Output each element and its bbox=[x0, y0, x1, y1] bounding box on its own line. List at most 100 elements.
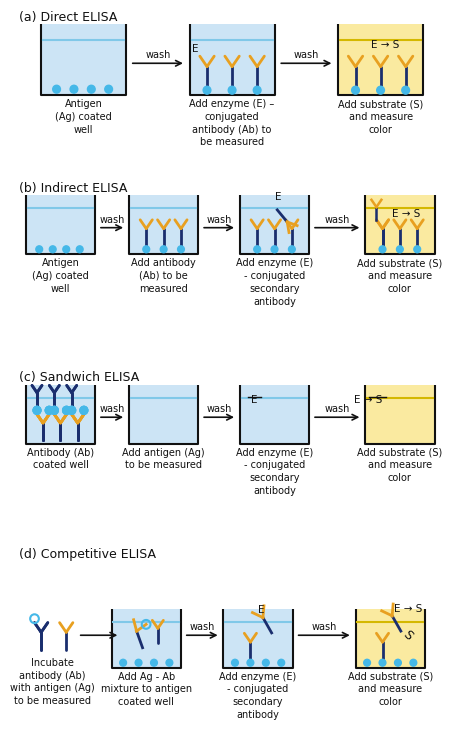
Circle shape bbox=[51, 407, 58, 414]
Circle shape bbox=[63, 407, 70, 414]
Circle shape bbox=[166, 659, 173, 666]
Text: Add substrate (S)
and measure
color: Add substrate (S) and measure color bbox=[357, 258, 443, 294]
Circle shape bbox=[76, 246, 83, 252]
Text: S: S bbox=[400, 628, 415, 643]
Circle shape bbox=[51, 407, 58, 414]
Circle shape bbox=[402, 87, 410, 94]
Circle shape bbox=[263, 659, 269, 666]
Text: Antibody (Ab)
coated well: Antibody (Ab) coated well bbox=[27, 448, 94, 470]
Circle shape bbox=[36, 246, 43, 252]
Text: Antigen
(Ag) coated
well: Antigen (Ag) coated well bbox=[55, 99, 112, 134]
Circle shape bbox=[178, 246, 184, 252]
Circle shape bbox=[80, 407, 88, 414]
Text: E: E bbox=[258, 605, 264, 614]
Circle shape bbox=[87, 85, 95, 93]
Text: wash: wash bbox=[325, 404, 350, 414]
Circle shape bbox=[414, 246, 420, 252]
Circle shape bbox=[377, 87, 384, 94]
Bar bbox=[26, 195, 95, 254]
Text: wash: wash bbox=[311, 622, 337, 632]
Circle shape bbox=[46, 407, 53, 414]
Circle shape bbox=[379, 246, 386, 252]
Circle shape bbox=[289, 246, 295, 252]
Bar bbox=[111, 608, 181, 668]
Text: Add substrate (S)
and measure
color: Add substrate (S) and measure color bbox=[357, 448, 443, 483]
Bar bbox=[240, 195, 309, 254]
Circle shape bbox=[120, 659, 127, 666]
Text: wash: wash bbox=[190, 622, 215, 632]
Circle shape bbox=[247, 659, 254, 666]
Circle shape bbox=[46, 407, 53, 414]
Text: Incubate
antibody (Ab)
with antigen (Ag)
to be measured: Incubate antibody (Ab) with antigen (Ag)… bbox=[10, 658, 95, 706]
Circle shape bbox=[68, 407, 75, 414]
Circle shape bbox=[394, 659, 401, 666]
Bar bbox=[223, 608, 293, 668]
Circle shape bbox=[254, 246, 261, 252]
Text: wash: wash bbox=[100, 215, 125, 225]
Circle shape bbox=[46, 407, 53, 414]
Circle shape bbox=[379, 659, 386, 666]
Text: E: E bbox=[251, 395, 257, 404]
Bar bbox=[190, 24, 274, 95]
Circle shape bbox=[253, 87, 261, 94]
Bar bbox=[129, 195, 198, 254]
Circle shape bbox=[80, 407, 88, 414]
Text: Antigen
(Ag) coated
well: Antigen (Ag) coated well bbox=[32, 258, 89, 294]
Circle shape bbox=[63, 246, 70, 252]
Circle shape bbox=[271, 246, 278, 252]
Bar bbox=[365, 195, 435, 254]
Circle shape bbox=[135, 659, 142, 666]
Text: (b) Indirect ELISA: (b) Indirect ELISA bbox=[19, 181, 128, 195]
Text: Add Ag - Ab
mixture to antigen
coated well: Add Ag - Ab mixture to antigen coated we… bbox=[100, 672, 192, 707]
Circle shape bbox=[396, 246, 403, 252]
Text: Add enzyme (E)
- conjugated
secondary
antibody: Add enzyme (E) - conjugated secondary an… bbox=[236, 448, 313, 496]
Circle shape bbox=[68, 407, 75, 414]
Text: (a) Direct ELISA: (a) Direct ELISA bbox=[19, 10, 118, 23]
Text: Add antigen (Ag)
to be measured: Add antigen (Ag) to be measured bbox=[122, 448, 205, 470]
Circle shape bbox=[228, 87, 236, 94]
Text: wash: wash bbox=[206, 215, 232, 225]
Circle shape bbox=[203, 87, 211, 94]
Circle shape bbox=[68, 407, 75, 414]
Circle shape bbox=[143, 246, 150, 252]
Circle shape bbox=[352, 87, 359, 94]
Text: E: E bbox=[275, 192, 282, 203]
Circle shape bbox=[63, 407, 70, 414]
Circle shape bbox=[33, 407, 41, 414]
Bar bbox=[240, 385, 309, 444]
Circle shape bbox=[160, 246, 167, 252]
Text: Add substrate (S)
and measure
color: Add substrate (S) and measure color bbox=[338, 99, 423, 134]
Circle shape bbox=[105, 85, 112, 93]
Text: (d) Competitive ELISA: (d) Competitive ELISA bbox=[19, 548, 156, 561]
Text: E → S: E → S bbox=[371, 40, 399, 50]
Bar bbox=[356, 608, 425, 668]
Text: (c) Sandwich ELISA: (c) Sandwich ELISA bbox=[19, 371, 139, 384]
Text: wash: wash bbox=[206, 404, 232, 414]
Text: E: E bbox=[192, 44, 199, 54]
Text: E → S: E → S bbox=[394, 604, 422, 614]
Circle shape bbox=[70, 85, 78, 93]
Text: Add enzyme (E)
- conjugated
secondary
antibody: Add enzyme (E) - conjugated secondary an… bbox=[236, 258, 313, 307]
Text: wash: wash bbox=[325, 215, 350, 225]
Text: wash: wash bbox=[100, 404, 125, 414]
Text: E → S: E → S bbox=[392, 209, 420, 219]
Bar bbox=[365, 385, 435, 444]
Text: wash: wash bbox=[145, 51, 171, 60]
Text: Add enzyme (E) –
conjugated
antibody (Ab) to
be measured: Add enzyme (E) – conjugated antibody (Ab… bbox=[190, 99, 275, 148]
Circle shape bbox=[51, 407, 58, 414]
Text: Add antibody
(Ab) to be
measured: Add antibody (Ab) to be measured bbox=[131, 258, 196, 294]
Text: E → S: E → S bbox=[354, 395, 383, 404]
Bar bbox=[26, 385, 95, 444]
Bar bbox=[129, 385, 198, 444]
Circle shape bbox=[278, 659, 284, 666]
Circle shape bbox=[151, 659, 157, 666]
Circle shape bbox=[80, 407, 88, 414]
Text: Add substrate (S)
and measure
color: Add substrate (S) and measure color bbox=[347, 672, 433, 707]
Circle shape bbox=[53, 85, 61, 93]
Circle shape bbox=[232, 659, 238, 666]
Bar bbox=[41, 24, 126, 95]
Circle shape bbox=[364, 659, 371, 666]
Circle shape bbox=[410, 659, 417, 666]
Circle shape bbox=[33, 407, 41, 414]
Text: wash: wash bbox=[293, 51, 319, 60]
